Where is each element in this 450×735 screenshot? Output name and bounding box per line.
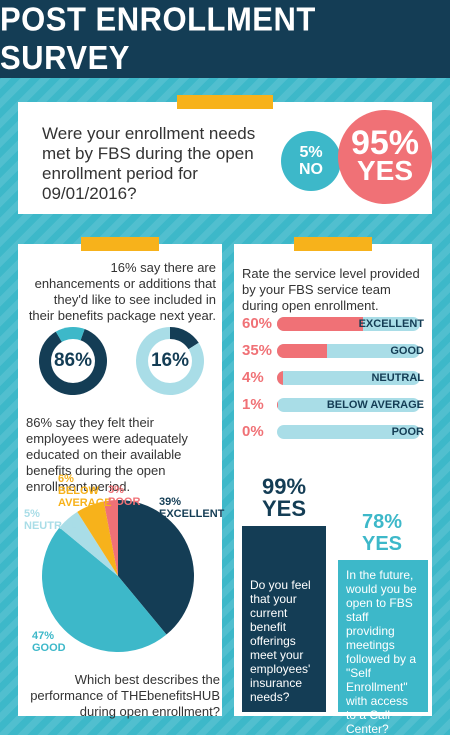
service-level-bar-chart: 60% EXCELLENT 35% GOOD 4% NEUTRAL 1% BELOW AVER… — [234, 314, 432, 444]
pie-value-neutral: 5% — [24, 508, 40, 520]
performance-slice-neutral — [59, 511, 118, 576]
q99-value: 99% — [261, 474, 307, 499]
q78-question-box: In the future, would you be open to FBS … — [338, 560, 428, 735]
card-tab — [177, 95, 273, 109]
card-tab — [81, 237, 159, 251]
bar-track — [277, 317, 420, 331]
q99-question-box: Do you feel that your current benefit of… — [242, 526, 326, 712]
bar-fill — [277, 371, 283, 385]
pie-label-excellent: 39% EXCELLENT — [159, 496, 224, 520]
card-tab — [294, 237, 372, 251]
q99-value-block: 99% YES — [256, 476, 312, 520]
bar-value-label: 35% — [242, 342, 273, 359]
pie-value-good: 47% — [32, 630, 55, 642]
page-title: POST ENROLLMENT SURVEY — [0, 0, 316, 77]
pie-label-below-average: 6% BELOW AVERAGE — [58, 473, 112, 509]
q99-question: Do you feel that your current benefit of… — [250, 578, 311, 704]
bar-fill — [277, 317, 363, 331]
performance-slice-poor — [103, 500, 118, 576]
performance-pie-chart — [41, 500, 195, 652]
bar-value-label: 1% — [242, 396, 264, 413]
bar-value-label: 4% — [242, 369, 264, 386]
pie-value-below-average: 6% — [58, 473, 74, 485]
bar-category-label: POOR — [391, 426, 424, 438]
no-pct: 5% — [299, 144, 323, 161]
q78-question: In the future, would you be open to FBS … — [346, 568, 417, 735]
yes-circle: 95% YES — [338, 110, 432, 204]
q1-card: Were your enrollment needs met by FBS du… — [18, 95, 432, 214]
bar-track — [277, 344, 420, 358]
yes-label: YES — [356, 155, 414, 186]
donut-86-label: 86% — [53, 350, 93, 371]
donut-charts — [39, 327, 205, 395]
right-card: Rate the service level provided by your … — [234, 237, 432, 735]
bar-value-label: 0% — [242, 423, 264, 440]
q78-value-block: 78% YES — [354, 511, 410, 555]
pie-label-poor: 3% POOR — [108, 484, 140, 508]
bar-row-poor: 0% POOR — [234, 422, 432, 442]
bar-value-label: 60% — [242, 315, 273, 332]
educated-text: 86% say they felt their employees were a… — [26, 415, 188, 494]
bar-row-excellent: 60% EXCELLENT — [234, 314, 432, 334]
donut-16-hole — [148, 339, 192, 383]
pie-value-excellent: 39% — [159, 496, 182, 508]
pie-cat-excellent: EXCELLENT — [159, 508, 225, 520]
page-header: POST ENROLLMENT SURVEY — [0, 0, 450, 78]
performance-slice-excellent — [118, 500, 195, 635]
pie-cat-neutral: NEUTRAL — [24, 520, 77, 532]
no-label: NO — [299, 161, 323, 178]
bar-fill — [277, 344, 328, 358]
pie-label-good: 47% GOOD — [32, 630, 66, 654]
pie-cat-poor: POOR — [108, 496, 141, 508]
bar-fill — [277, 398, 279, 412]
yes-pct: 95% — [350, 124, 420, 162]
performance-slice-below-average — [77, 501, 118, 576]
bar-row-below-average: 1% BELOW AVERAGE — [234, 395, 432, 415]
pie-cat-below-average-2: AVERAGE — [58, 497, 112, 509]
donut-86-hole — [51, 339, 95, 383]
pie-question: Which best describes the performance of … — [30, 672, 220, 719]
q1-question: Were your enrollment needs met by FBS du… — [42, 124, 256, 203]
bar-track — [277, 398, 420, 412]
donut-16-label: 16% — [150, 350, 190, 371]
q78-value: 78% — [361, 511, 403, 533]
bar-row-good: 35% GOOD — [234, 341, 432, 361]
no-circle: 5% NO — [281, 131, 341, 191]
bar-category-label: GOOD — [390, 345, 424, 357]
pie-label-neutral: 5% NEUTRAL — [24, 508, 77, 532]
bar-category-label: NEUTRAL — [371, 372, 424, 384]
bar-track — [277, 371, 420, 385]
pie-value-poor: 3% — [108, 484, 124, 496]
enhancements-text: 16% say there are enhancements or additi… — [28, 260, 216, 323]
q78-label: YES — [361, 533, 403, 555]
service-question: Rate the service level provided by your … — [242, 266, 420, 313]
pie-cat-below-average-1: BELOW — [58, 485, 99, 497]
bar-track — [277, 425, 420, 439]
bar-category-label: EXCELLENT — [358, 318, 424, 330]
left-card: 16% say there are enhancements or additi… — [18, 237, 224, 719]
pie-cat-good: GOOD — [32, 642, 66, 654]
performance-slice-good — [41, 527, 167, 652]
q99-label: YES — [261, 496, 307, 521]
bar-row-neutral: 4% NEUTRAL — [234, 368, 432, 388]
bar-category-label: BELOW AVERAGE — [326, 399, 424, 411]
